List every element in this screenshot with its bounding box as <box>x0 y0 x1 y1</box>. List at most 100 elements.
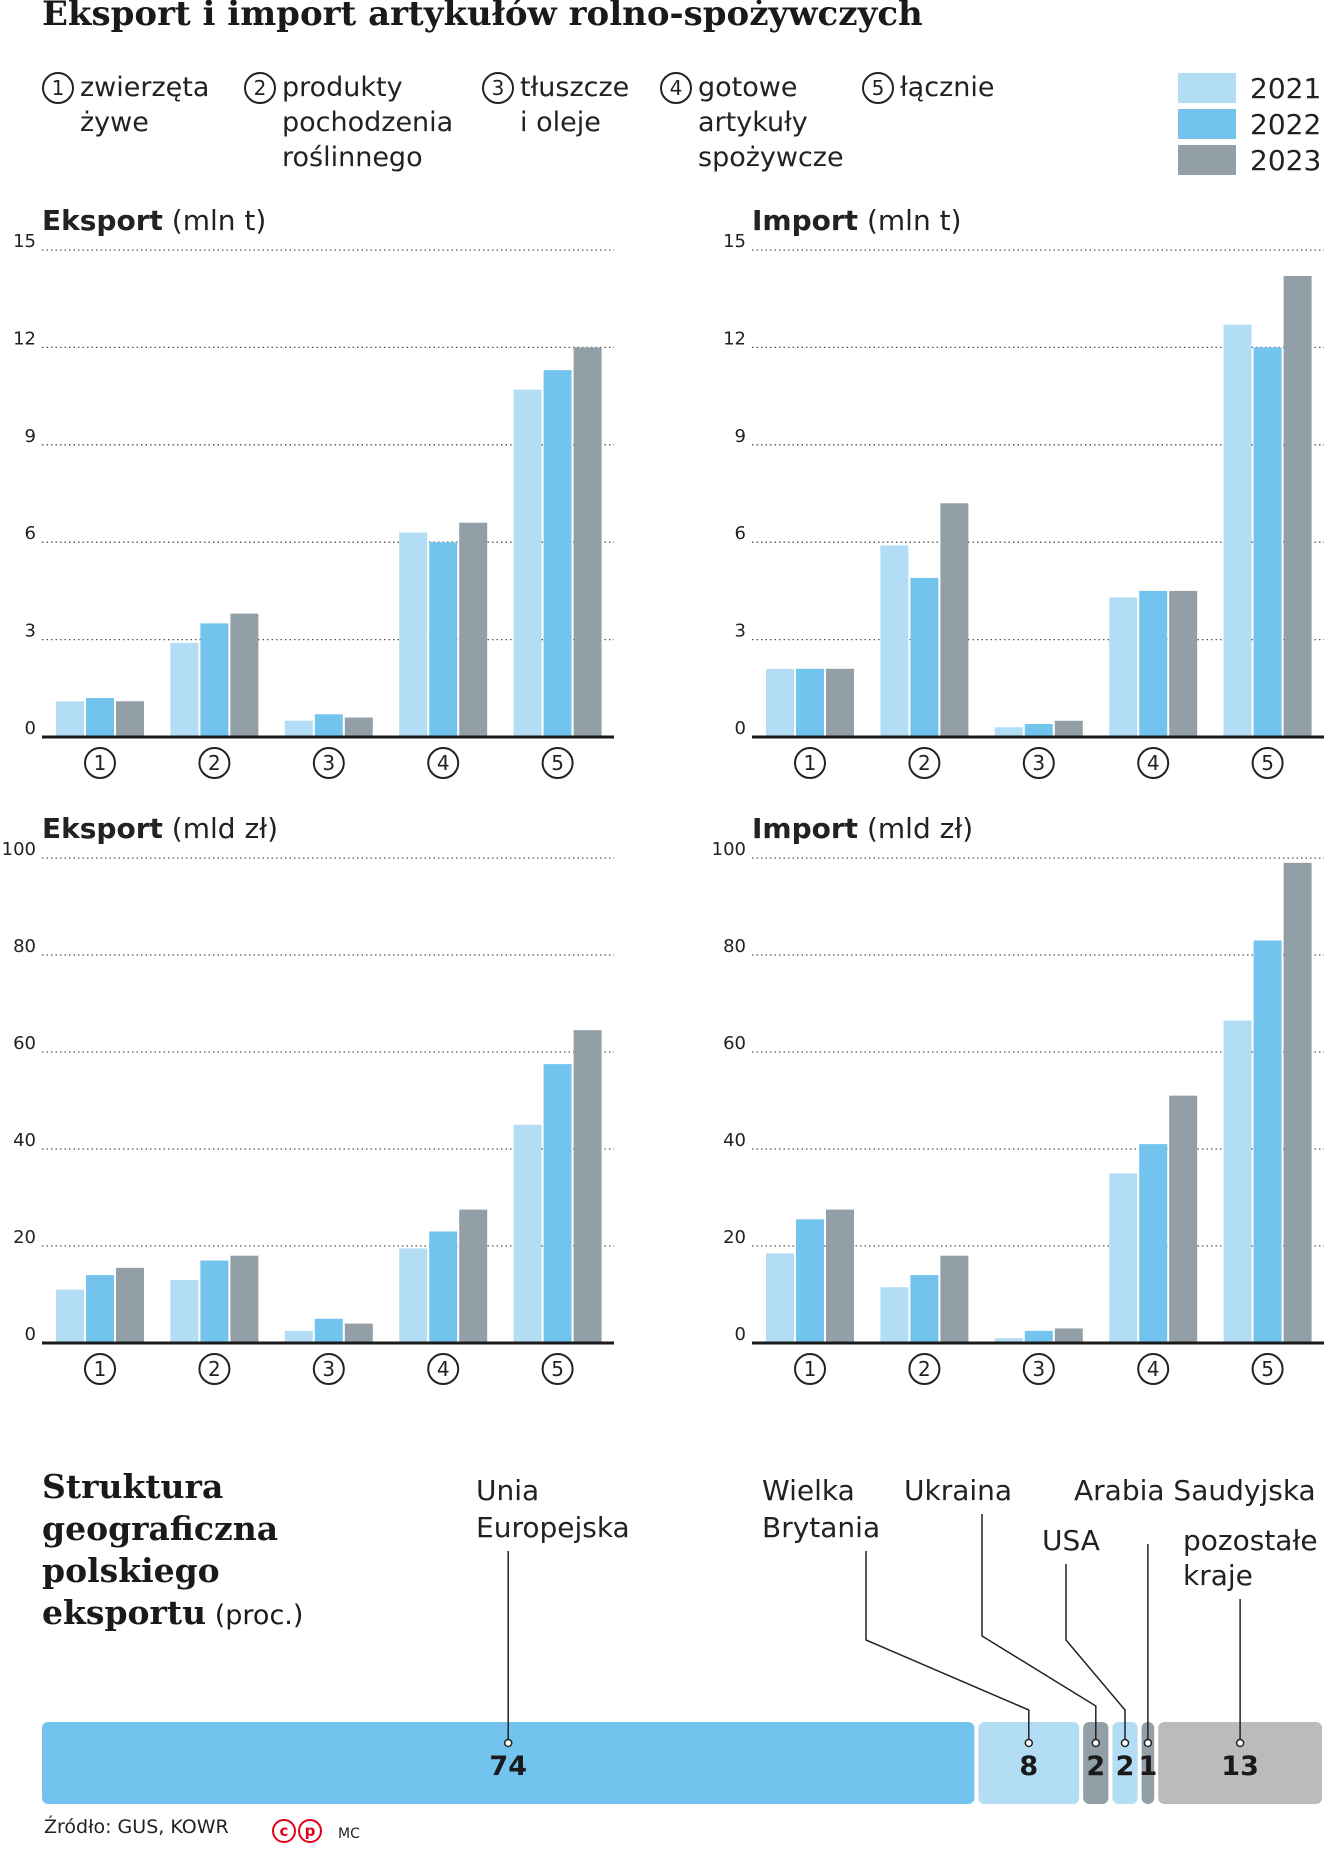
category-circle <box>312 747 345 779</box>
legend-category-label: łącznie <box>900 72 995 103</box>
legend-category-number: 2 <box>244 72 276 104</box>
bar-2021-cat-3 <box>994 727 1023 737</box>
chart-title-unit: (mln t) <box>163 204 266 237</box>
structure-value: 2 <box>1116 1751 1135 1782</box>
bar-2021-cat-3 <box>284 1330 313 1343</box>
y-tick-label: 12 <box>13 328 36 349</box>
bar-2021-cat-4 <box>399 1248 428 1343</box>
structure-label: Ukraina <box>904 1474 1012 1507</box>
legend-category-number: 1 <box>42 72 74 104</box>
bar-2022-cat-5 <box>1253 940 1282 1343</box>
bar-2022-cat-5 <box>543 370 572 737</box>
category-circle <box>794 747 826 779</box>
chart-title: Eksport (mln t) <box>42 204 266 237</box>
category-circle <box>1022 747 1055 779</box>
structure-leader-line <box>981 1514 1097 1743</box>
structure-bar <box>1083 1722 1109 1804</box>
legend-category-label: zwierzęta żywe <box>80 72 210 138</box>
y-tick-label: 3 <box>735 621 746 642</box>
category-circle <box>427 1353 460 1385</box>
chart-title-unit: (mld zł) <box>163 812 278 845</box>
structure-title: Struktura geograficzna polskiego eksportu (… <box>42 1467 304 1632</box>
main-title: Eksport i import artykułów rolno-spożywc… <box>42 0 923 34</box>
category-circle <box>794 1353 826 1385</box>
legend-year-label: 2021 <box>1250 72 1322 105</box>
category-label: 2 <box>918 751 931 775</box>
bar-2023-cat-3 <box>344 1323 373 1343</box>
category-circle <box>908 747 941 779</box>
legend-year-2022: 2022 <box>1178 108 1328 142</box>
structure-value: 13 <box>1221 1751 1259 1782</box>
category-circle <box>1137 747 1170 779</box>
legend-year-swatch <box>1178 145 1236 175</box>
y-tick-label: 9 <box>25 426 36 447</box>
bar-2021-cat-4 <box>1109 1173 1138 1343</box>
bar-2023-cat-1 <box>116 701 144 737</box>
bar-2023-cat-5 <box>1283 862 1312 1343</box>
category-circle <box>1251 747 1284 779</box>
structure-segment-5: 1 Arabia Saudyjska <box>1074 1474 1316 1804</box>
y-tick-label: 12 <box>723 328 746 349</box>
legend-category-label: gotowe artykuły spożywcze <box>698 72 844 173</box>
category-label: 5 <box>551 1357 564 1381</box>
y-tick-label: 3 <box>25 621 36 642</box>
y-tick-label: 0 <box>25 1324 36 1345</box>
bar-2022-cat-2 <box>910 1275 939 1343</box>
bar-2023-cat-4 <box>459 522 488 737</box>
legend-year-label: 2022 <box>1250 108 1322 141</box>
structure-label: Europejska <box>476 1511 630 1544</box>
bar-2021-cat-4 <box>399 532 428 737</box>
legend-year-2021: 2021 <box>1178 72 1328 106</box>
legend-year-label: 2023 <box>1250 144 1322 177</box>
bar-2021-cat-5 <box>513 1124 542 1343</box>
pap-logo-p-icon: p <box>298 1819 322 1843</box>
bar-2022-cat-1 <box>86 1275 114 1343</box>
y-tick-label: 0 <box>25 718 36 739</box>
legend-category-number: 5 <box>862 72 894 104</box>
y-tick-label: 80 <box>723 936 746 957</box>
category-label: 5 <box>1261 1357 1274 1381</box>
chart-title: Eksport (mld zł) <box>42 812 278 845</box>
bar-chart-3: Eksport (mld zł) 0 20 40 60 80 100 1 2 3 4 5 <box>2 812 614 1385</box>
category-label: 2 <box>918 1357 931 1381</box>
category-circle <box>427 747 460 779</box>
category-label: 4 <box>1147 1357 1160 1381</box>
structure-label: pozostałe <box>1183 1524 1318 1557</box>
bar-2021-cat-3 <box>284 720 313 737</box>
bar-2022-cat-3 <box>314 1318 343 1343</box>
bar-2023-cat-1 <box>116 1267 144 1343</box>
category-circle <box>312 1353 345 1385</box>
category-label: 2 <box>208 1357 221 1381</box>
structure-label: Wielka <box>762 1474 855 1507</box>
bar-2022-cat-1 <box>796 1219 824 1343</box>
chart-title-main: Eksport <box>42 204 163 237</box>
category-circle <box>198 747 231 779</box>
bar-2021-cat-4 <box>1109 597 1138 737</box>
category-label: 4 <box>1147 751 1160 775</box>
chart-title-main: Eksport <box>42 812 163 845</box>
chart-title-unit: (mld zł) <box>858 812 973 845</box>
structure-label: Arabia Saudyjska <box>1074 1474 1316 1507</box>
bar-2022-cat-4 <box>429 1231 458 1343</box>
chart-title-main: Import <box>752 812 858 845</box>
y-tick-label: 40 <box>723 1130 746 1151</box>
legend-year-2023: 2023 <box>1178 144 1328 178</box>
structure-segment-1: 74 Unia Europejska <box>42 1474 975 1804</box>
bar-2022-cat-3 <box>1024 724 1053 737</box>
category-circle <box>1251 1353 1284 1385</box>
bar-2021-cat-2 <box>170 1279 199 1343</box>
chart-title: Import (mld zł) <box>752 812 973 845</box>
y-tick-label: 60 <box>723 1033 746 1054</box>
bar-2023-cat-2 <box>230 1255 259 1343</box>
bar-2022-cat-1 <box>86 698 114 737</box>
y-tick-label: 80 <box>13 936 36 957</box>
pap-logo-c-icon: c <box>272 1819 296 1843</box>
category-label: 1 <box>804 1357 817 1381</box>
y-tick-label: 60 <box>13 1033 36 1054</box>
bar-2022-cat-4 <box>1139 590 1168 737</box>
bar-2022-cat-2 <box>910 577 939 737</box>
bar-2021-cat-5 <box>1223 324 1252 737</box>
